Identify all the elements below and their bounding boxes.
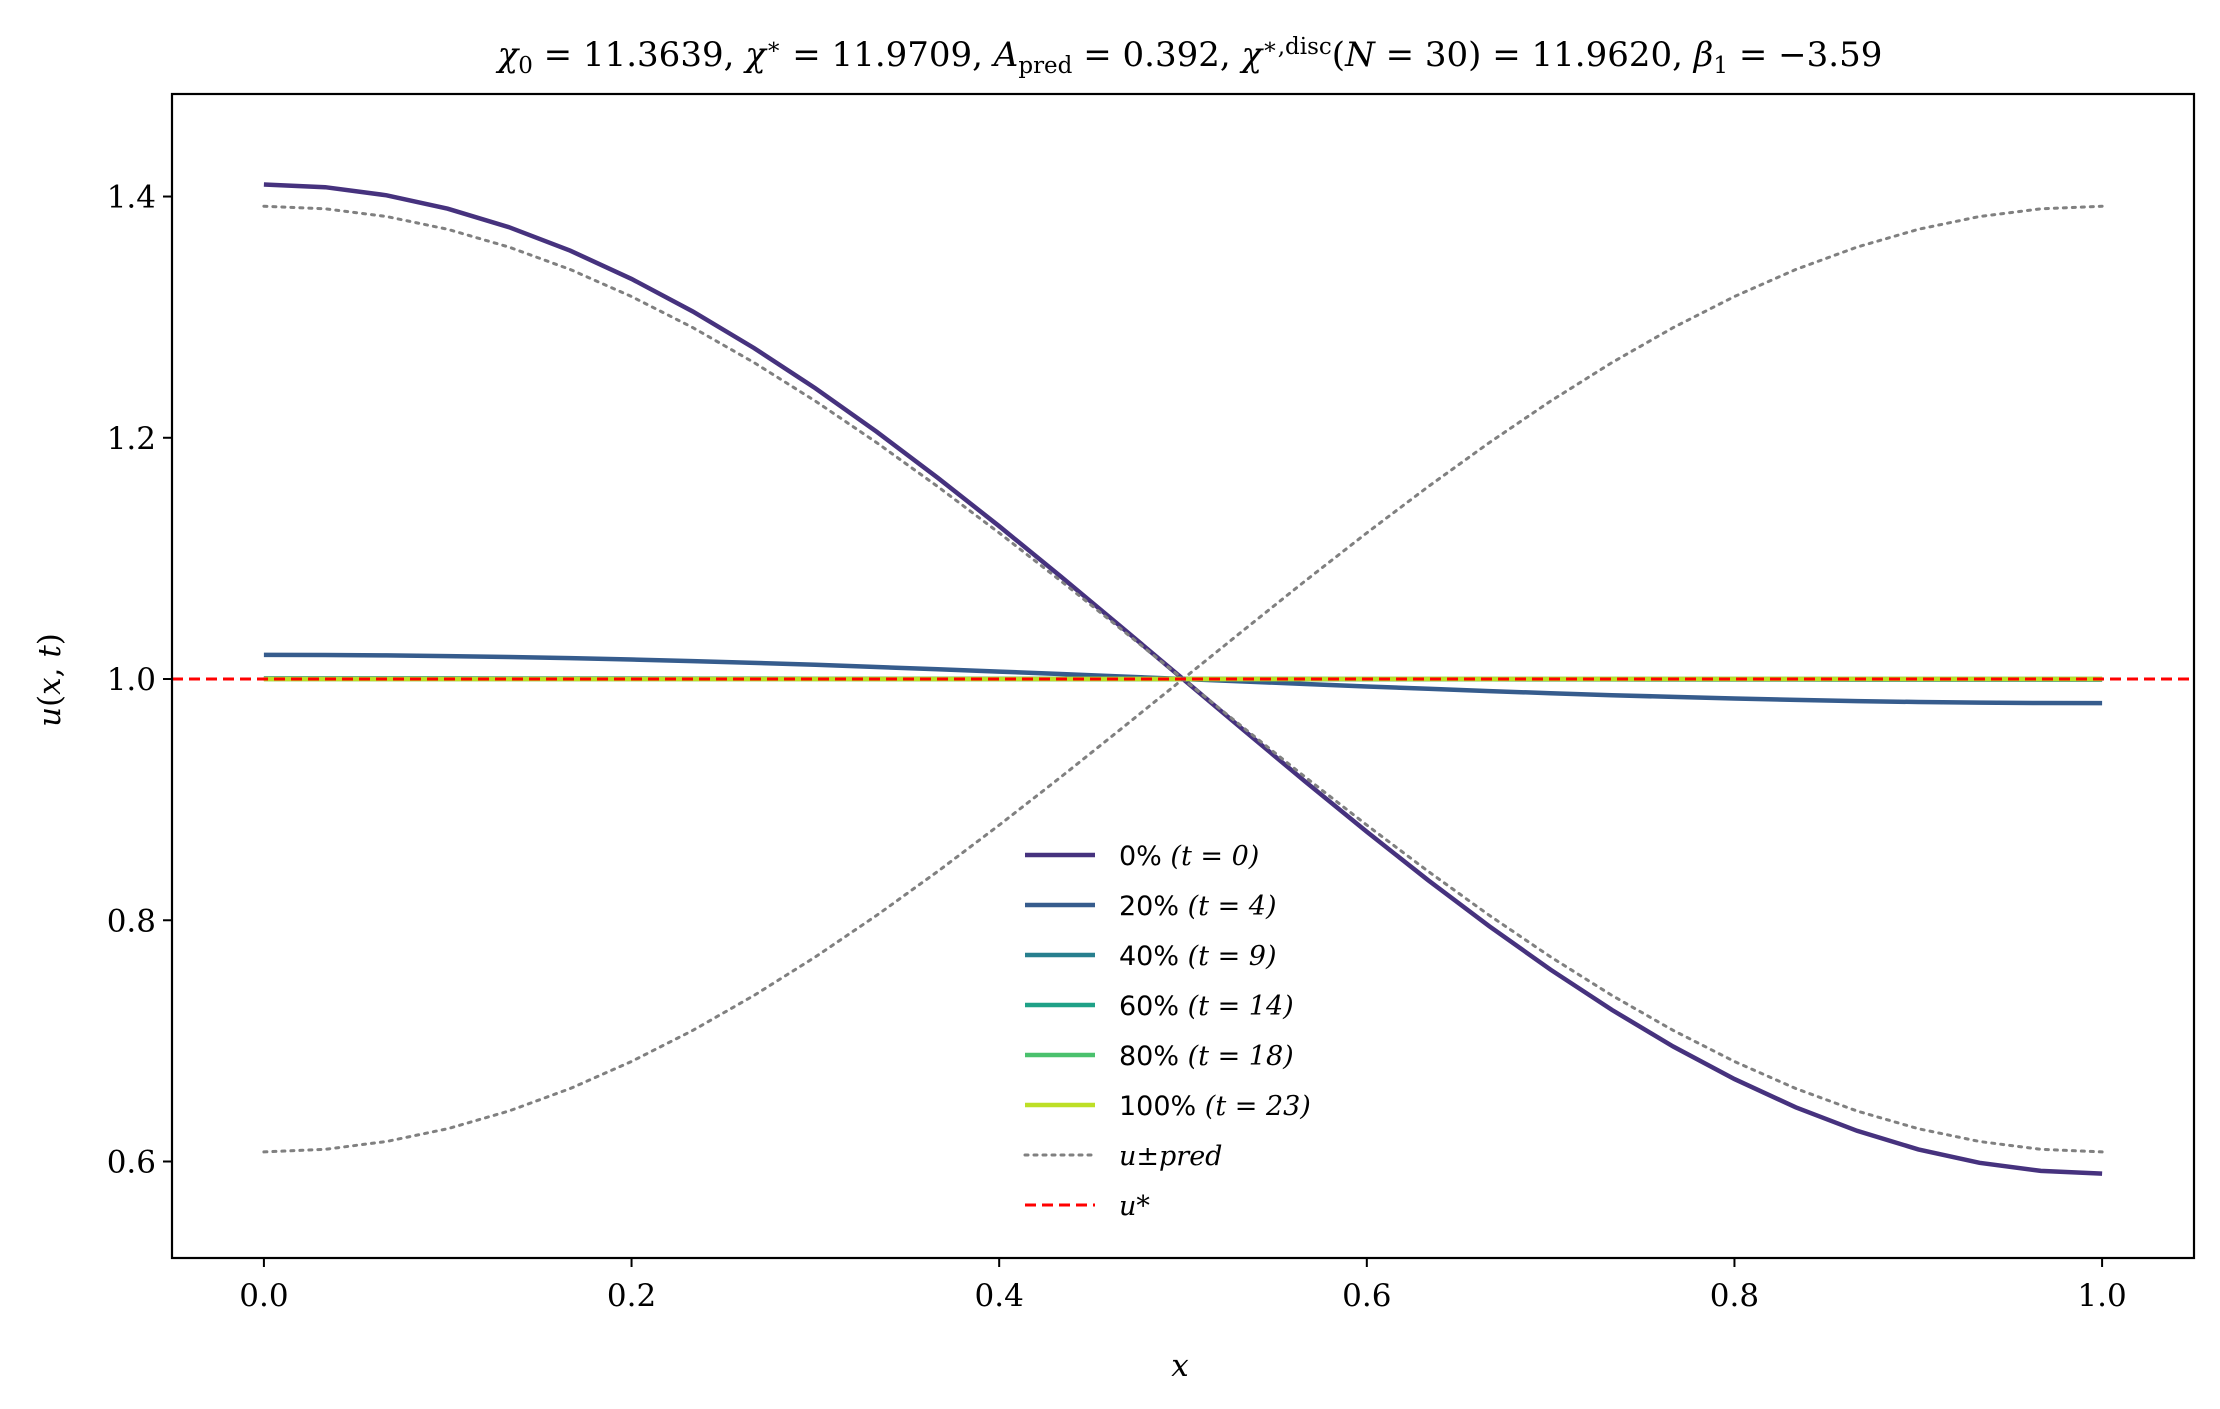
x-tick-label-2: 0.4 — [975, 1278, 1024, 1314]
x-tick-label-3: 0.6 — [1342, 1278, 1391, 1314]
plot-area — [172, 182, 2194, 1176]
x-tick-label-0: 0.0 — [239, 1278, 288, 1314]
series-lines — [172, 182, 2194, 1176]
x-tick-label-5: 1.0 — [2077, 1278, 2126, 1314]
legend-label-3: 60% (t = 14) — [1119, 991, 1294, 1022]
legend-label-6: u±pred — [1119, 1141, 1222, 1172]
x-axis-label: x — [1171, 1348, 1189, 1384]
y-tick-label-4: 1.4 — [107, 180, 156, 216]
y-tick-label-3: 1.2 — [107, 421, 156, 457]
legend-label-0: 0% (t = 0) — [1119, 841, 1259, 872]
legend-label-4: 80% (t = 18) — [1119, 1041, 1294, 1072]
y-tick-label-0: 0.6 — [107, 1145, 156, 1181]
chart-title: χ0 = 11.3639, χ∗ = 11.9709, Apred = 0.39… — [496, 34, 1883, 79]
axes-frame — [170, 92, 2196, 1260]
y-axis-label: u(x, t) — [32, 633, 68, 727]
legend: 0% (t = 0) 20% (t = 4) 40% (t = 9) 60% (t =… — [1023, 841, 1311, 1222]
legend-label-2: 40% (t = 9) — [1119, 941, 1277, 972]
axes: 0.0 0.2 0.4 0.6 0.8 1.0 0.6 0.8 1.0 1.2 1.4 — [107, 92, 2196, 1314]
y-tick-label-1: 0.8 — [107, 903, 156, 939]
legend-label-7: u* — [1119, 1191, 1150, 1222]
y-tick-label-2: 1.0 — [107, 662, 156, 698]
x-tick-label-4: 0.8 — [1710, 1278, 1759, 1314]
legend-label-1: 20% (t = 4) — [1119, 891, 1277, 922]
x-tick-label-1: 0.2 — [607, 1278, 656, 1314]
legend-label-5: 100% (t = 23) — [1119, 1091, 1311, 1122]
